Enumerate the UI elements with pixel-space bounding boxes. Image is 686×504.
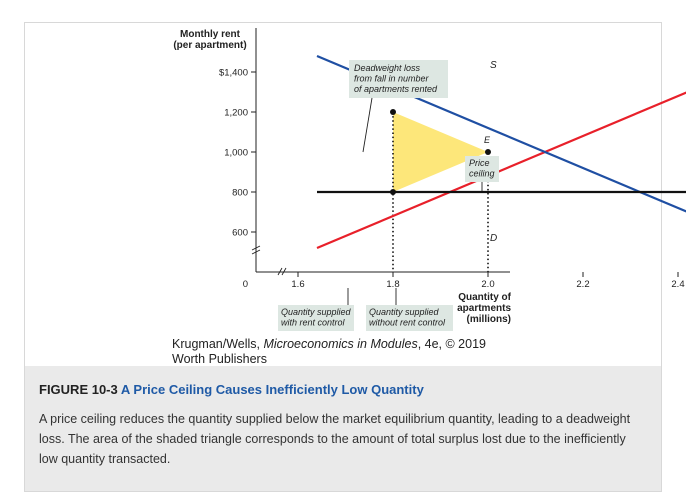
- credit-book-title: Microeconomics in Modules: [263, 337, 418, 351]
- figure-number: FIGURE 10-3: [39, 382, 118, 397]
- y-axis-break: [251, 245, 261, 255]
- qs-without-rent-control-text: without rent control: [369, 318, 446, 328]
- y-tick-label: 600: [232, 228, 248, 239]
- caption-body: A price ceiling reduces the quantity sup…: [39, 412, 631, 466]
- qs-without-rent-control-text: Quantity supplied: [369, 307, 440, 317]
- price-ceiling-chart: 600 800 1,000 1,200 $1,400 1.6 1.8 2.0 2.2 2.4 0 S D…: [173, 28, 686, 331]
- x-tick-label: 2.4: [671, 279, 684, 290]
- y-axis-title: Monthly rent: [180, 29, 241, 40]
- series-line-s: [316, 91, 686, 250]
- deadweight-triangle: [393, 112, 488, 192]
- deadweight-annotation-text: Deadweight loss: [354, 63, 421, 73]
- price-ceiling-annotation-text: Price: [469, 158, 490, 168]
- origin-label: 0: [243, 279, 248, 290]
- deadweight-pointer: [362, 97, 373, 153]
- supply-label: S: [490, 60, 497, 71]
- credit-publisher: Worth Publishers: [172, 352, 267, 366]
- deadweight-annotation-text: of apartments rented: [354, 84, 438, 94]
- x-tick-label: 1.6: [291, 279, 304, 290]
- price-ceiling-annotation-text: ceiling: [469, 169, 495, 179]
- equilibrium-label: E: [484, 135, 491, 145]
- qs-without-rent-control-box: [366, 305, 453, 331]
- x-tick-label: 2.0: [481, 279, 494, 290]
- x-axis-title-3: (millions): [467, 314, 511, 325]
- data-point-0: [390, 109, 396, 115]
- x-tick-label: 1.8: [386, 279, 399, 290]
- x-axis-break: [277, 267, 287, 276]
- qs-with-rent-control-text: Quantity supplied: [281, 307, 352, 317]
- credit-prefix: Krugman/Wells,: [172, 337, 264, 351]
- x-axis-title: Quantity of: [458, 292, 511, 303]
- qs-with-rent-control-text: with rent control: [281, 318, 346, 328]
- data-point-2: [485, 149, 491, 155]
- caption-heading: FIGURE 10-3 A Price Ceiling Causes Ineff…: [39, 382, 647, 397]
- figure-credit: Krugman/Wells, Microeconomics in Modules…: [172, 337, 512, 367]
- price-ceiling-annotation-box: [465, 156, 499, 182]
- y-tick-label: 800: [232, 188, 248, 199]
- demand-label: D: [490, 233, 497, 244]
- y-tick-label: 1,000: [224, 148, 248, 159]
- x-axis-title-2: apartments: [457, 303, 511, 314]
- credit-suffix: , 4e, © 2019: [417, 337, 486, 351]
- caption-title: A Price Ceiling Causes Inefficiently Low…: [120, 382, 424, 397]
- deadweight-annotation-box: [349, 60, 448, 98]
- y-tick-label: 1,200: [224, 108, 248, 119]
- figure-caption: FIGURE 10-3 A Price Ceiling Causes Ineff…: [25, 366, 661, 491]
- deadweight-annotation-text: from fall in number: [354, 74, 430, 84]
- x-tick-label: 2.2: [576, 279, 589, 290]
- data-point-1: [390, 189, 396, 195]
- y-tick-label: $1,400: [219, 68, 248, 79]
- qs-with-rent-control-box: [278, 305, 354, 331]
- y-axis-title-2: (per apartment): [173, 40, 246, 51]
